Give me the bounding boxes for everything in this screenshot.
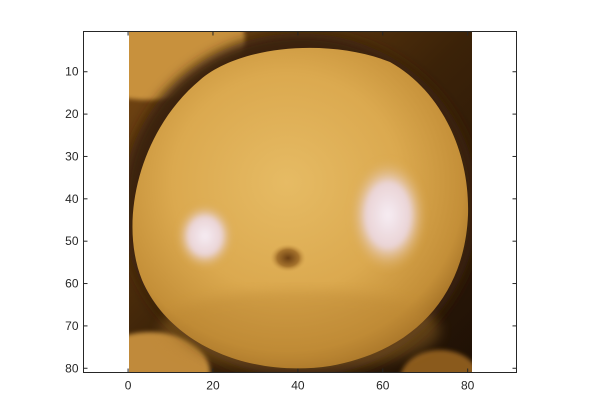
- y-tick-label: 60: [65, 277, 79, 291]
- axes-box: [83, 31, 517, 373]
- y-tick-label: 20: [65, 107, 79, 121]
- x-tick-label: 0: [125, 379, 132, 393]
- highlight-left: [175, 202, 235, 270]
- x-axis: 0 20 40 60 80: [125, 31, 475, 393]
- orange-image: [129, 32, 472, 372]
- x-tick-label: 60: [376, 379, 390, 393]
- y-tick-label: 80: [65, 361, 79, 375]
- highlight-right: [348, 157, 428, 273]
- neighbor-fruit-bottom-right: [401, 350, 472, 372]
- y-tick-label: 70: [65, 319, 79, 333]
- y-axis: 10 20 30 40 50 60 70 80: [65, 65, 517, 375]
- orange-navel: [270, 244, 306, 272]
- neighbor-fruit-bottom-left: [129, 332, 210, 372]
- y-tick-label: 30: [65, 149, 79, 163]
- orange-lower-shade: [160, 290, 440, 370]
- y-tick-label: 40: [65, 192, 79, 206]
- x-tick-label: 40: [291, 379, 305, 393]
- x-tick-label: 80: [461, 379, 475, 393]
- y-tick-label: 10: [65, 65, 79, 79]
- y-tick-label: 50: [65, 234, 79, 248]
- x-tick-label: 20: [206, 379, 220, 393]
- orange-body: [132, 47, 469, 369]
